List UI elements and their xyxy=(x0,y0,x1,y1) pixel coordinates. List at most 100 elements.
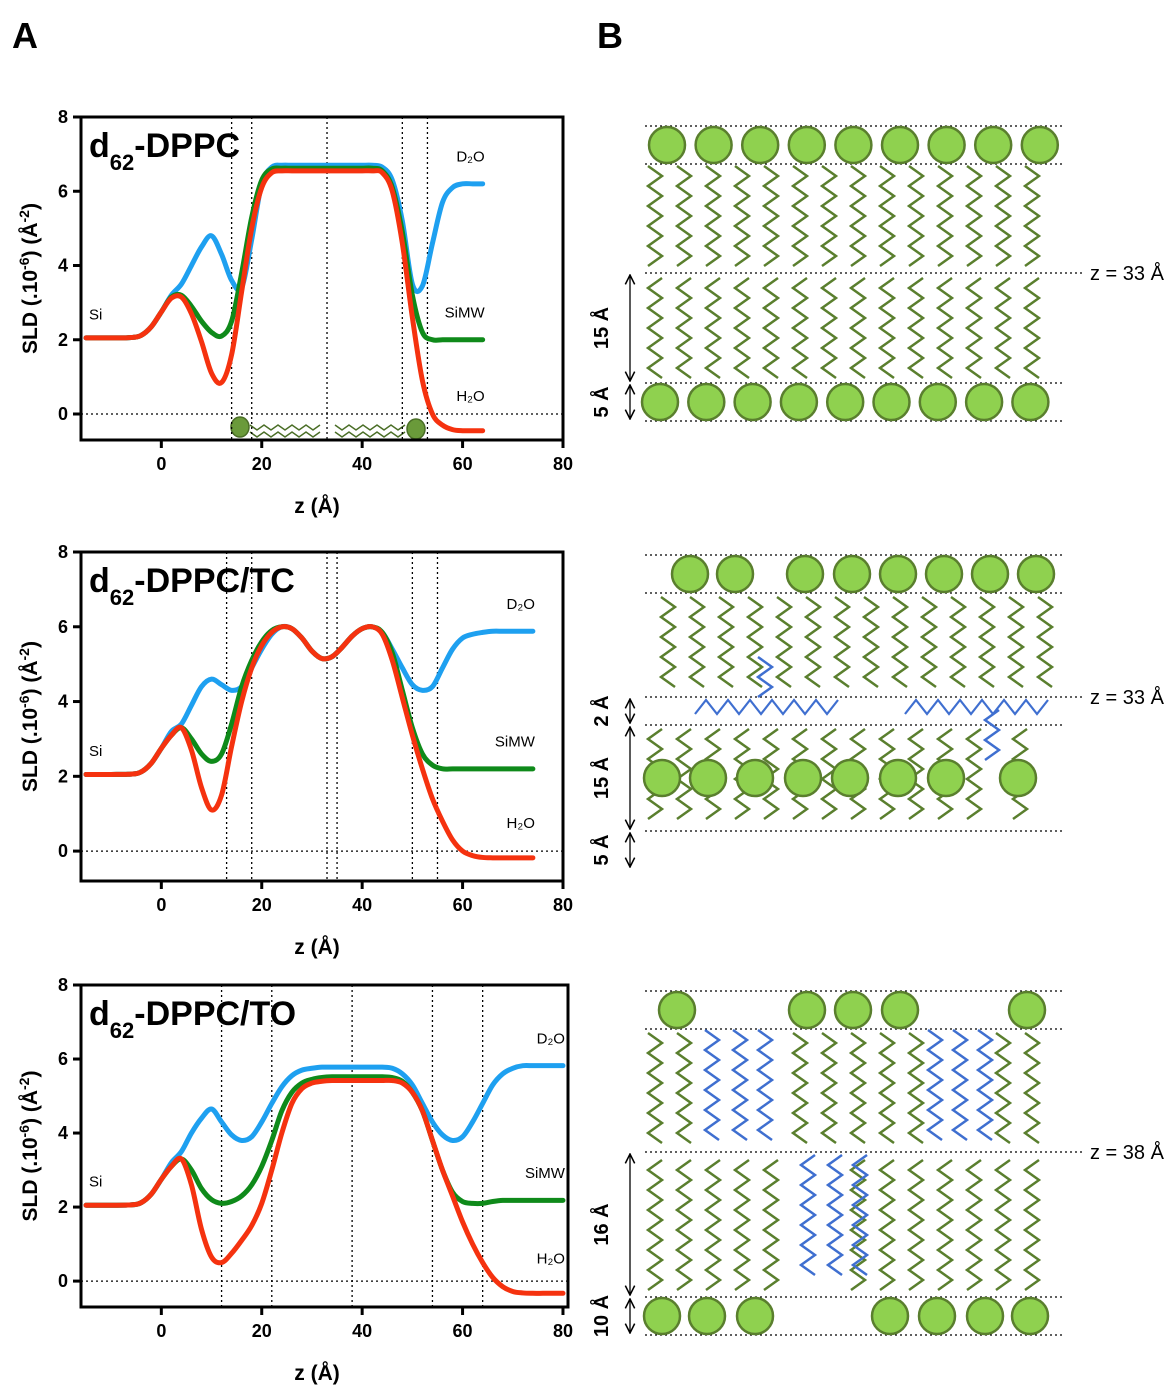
lipid-chain xyxy=(645,276,665,380)
x-tick-label: 80 xyxy=(553,454,573,474)
y-axis-label: SLD (.10-6) (Å-2) xyxy=(16,1071,42,1222)
y-tick-label: 8 xyxy=(58,542,68,562)
lipid-head xyxy=(1010,1296,1050,1336)
lipid-head xyxy=(878,758,918,798)
lipid-head xyxy=(783,758,823,798)
y-tick-label: 2 xyxy=(58,330,68,350)
lipid-chain xyxy=(761,164,781,268)
x-tick-label: 40 xyxy=(352,1321,372,1341)
dim-label: 16 Å xyxy=(589,1203,613,1245)
lipid-head xyxy=(878,554,918,594)
series-line xyxy=(83,165,486,343)
lipid-chain xyxy=(1006,595,1026,689)
x-axis-label: z (Å) xyxy=(294,494,340,518)
x-axis-label: z (Å) xyxy=(294,1361,340,1385)
y-axis-label-part: ) xyxy=(19,641,42,648)
lipid-chain xyxy=(906,1031,926,1145)
lipid-head xyxy=(787,125,827,165)
plot-frame xyxy=(79,115,565,442)
y-tick-label: 8 xyxy=(58,107,68,127)
lipid-chain xyxy=(832,595,852,689)
lipid-head xyxy=(687,1296,727,1336)
lipid-chain xyxy=(906,276,926,380)
lipid-chain xyxy=(877,1158,897,1292)
lipid-chain xyxy=(919,595,939,689)
lipid-head xyxy=(657,990,697,1030)
lipid-chain xyxy=(906,1158,926,1292)
lipid-chain xyxy=(890,595,910,689)
lipid-head xyxy=(970,554,1010,594)
lipid-chain xyxy=(687,595,707,689)
y-tick-label: 4 xyxy=(58,1123,68,1143)
lipid-chain xyxy=(850,1153,870,1277)
series-line xyxy=(83,1077,566,1296)
dim-label: 15 Å xyxy=(589,757,613,799)
series-label: SiMW xyxy=(495,733,536,750)
annotation: Si xyxy=(89,743,102,760)
y-axis-label-part: ) xyxy=(19,203,42,210)
annotation: Si xyxy=(89,306,102,323)
chart-title-part: -DPPC/TC xyxy=(134,562,295,600)
lipid-head xyxy=(870,1296,910,1336)
panel-label: A xyxy=(12,15,38,56)
lipid-chain xyxy=(1022,164,1042,268)
z-label: z = 38 Å xyxy=(1090,1141,1165,1164)
lipid-icon xyxy=(230,416,426,440)
lipid-chain xyxy=(861,595,881,689)
y-tick-label: 2 xyxy=(58,766,68,786)
lipid-chain xyxy=(964,727,984,821)
lipid-chain xyxy=(935,1158,955,1292)
lipid-chain xyxy=(819,1031,839,1145)
lipid-chain xyxy=(703,1158,723,1292)
y-tick-label: 2 xyxy=(58,1197,68,1217)
lipid-chain xyxy=(798,1153,818,1277)
lipid-head xyxy=(688,758,728,798)
dim-label: 5 Å xyxy=(589,834,613,865)
lipid-chain xyxy=(761,1158,781,1292)
lipid-chain xyxy=(993,276,1013,380)
series-line xyxy=(83,1062,566,1208)
lipid-head xyxy=(787,990,827,1030)
x-tick-label: 80 xyxy=(553,1321,573,1341)
lipid-chain xyxy=(732,1158,752,1292)
lipid-chain xyxy=(982,708,1002,762)
lipid-head xyxy=(1007,990,1047,1030)
y-tick-label: 0 xyxy=(58,1271,68,1291)
lipid-head xyxy=(926,758,966,798)
x-tick-label: 20 xyxy=(252,454,272,474)
lipid-chain xyxy=(674,276,694,380)
chart-title: d62-DPPC/TC xyxy=(89,562,295,610)
series-label: D₂O xyxy=(456,149,484,166)
lipid-head xyxy=(825,382,865,422)
x-tick-label: 40 xyxy=(352,454,372,474)
chart-title: d62-DPPC xyxy=(89,127,240,175)
y-axis-label-part: SLD (.10 xyxy=(19,708,42,792)
lipid-chain xyxy=(755,655,775,699)
lipid-chain xyxy=(790,164,810,268)
x-tick-label: 0 xyxy=(156,895,166,915)
lipid-chain xyxy=(975,1028,995,1142)
chart-title-part: -DPPC/TO xyxy=(134,995,296,1033)
lipid-chain xyxy=(964,164,984,268)
lipid-chain xyxy=(674,1031,694,1145)
lipid-head xyxy=(872,382,911,422)
lipid-chain xyxy=(964,276,984,380)
z-label: z = 33 Å xyxy=(1090,686,1165,709)
y-tick-label: 6 xyxy=(58,1049,68,1069)
series-label: SiMW xyxy=(525,1165,566,1182)
lipid-head xyxy=(917,1296,957,1336)
lipid-chain xyxy=(790,276,810,380)
lipid-chain xyxy=(935,276,955,380)
annotation: Si xyxy=(89,1174,102,1191)
lipid-head xyxy=(964,382,1004,422)
lipid-chain xyxy=(848,1158,868,1292)
y-tick-label: 4 xyxy=(58,692,68,712)
lipid-chain xyxy=(645,164,665,268)
x-tick-label: 0 xyxy=(156,1321,166,1341)
chart-title-part: d xyxy=(89,127,110,165)
lipid-head xyxy=(733,382,772,422)
lipid-head xyxy=(1020,125,1060,165)
series-line xyxy=(83,623,536,861)
y-axis-label-part: ) xyxy=(19,1071,42,1078)
